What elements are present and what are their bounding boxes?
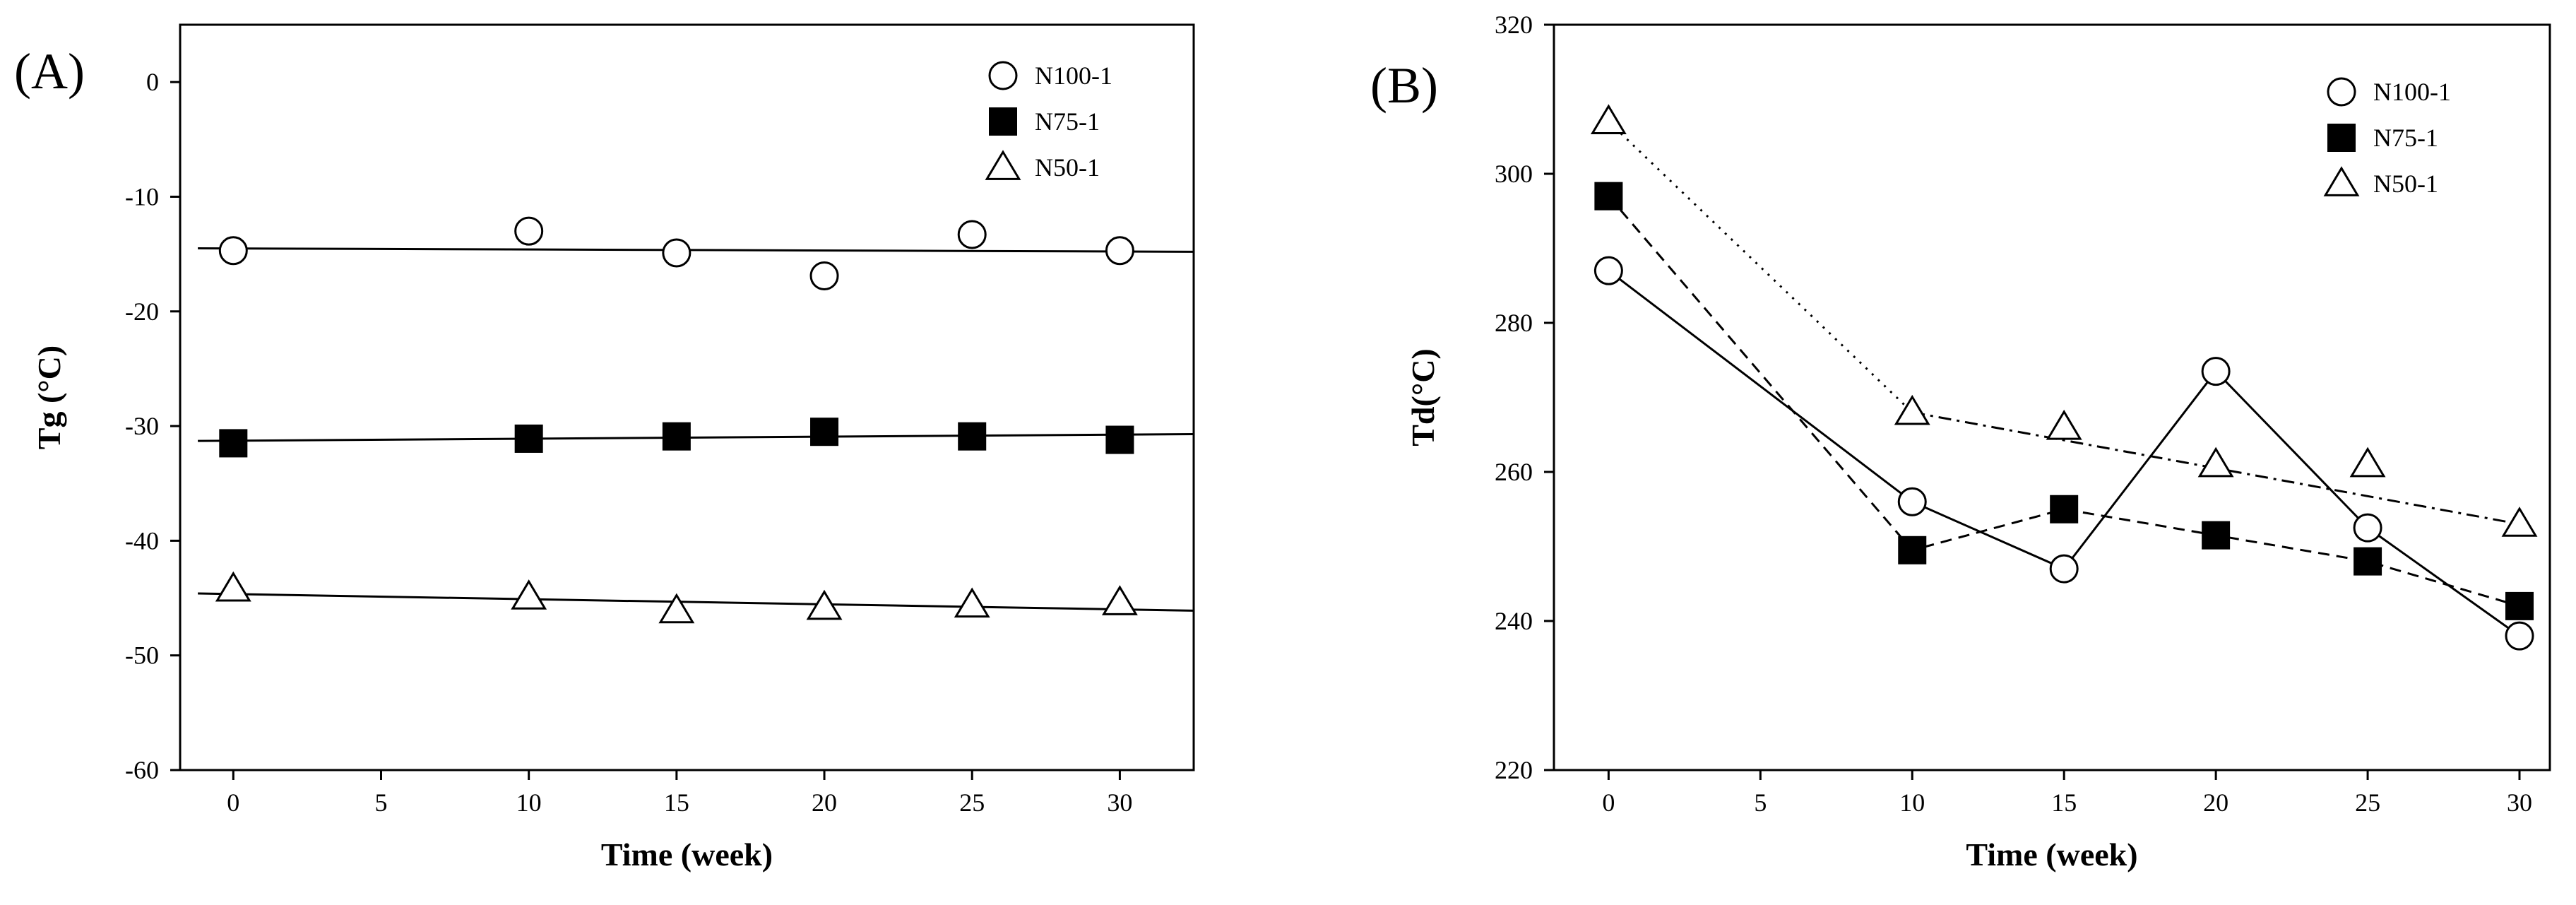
n75-1-point (2505, 591, 2534, 620)
legend-label: N100-1 (1035, 61, 1112, 90)
n75-1-point (958, 422, 987, 451)
n75-1-point (1105, 425, 1134, 454)
y-tick-label: -40 (125, 526, 159, 555)
x-tick-label: 25 (2355, 788, 2380, 817)
x-tick-label: 20 (812, 788, 837, 817)
n100-1-point (809, 261, 839, 290)
panel-label: (B) (1370, 57, 1438, 114)
y-tick-label: -20 (125, 297, 159, 326)
n50-1-point (1101, 585, 1138, 615)
n50-1-point (1590, 104, 1627, 135)
x-tick-label: 10 (1899, 788, 1925, 817)
n75-1-point (2354, 547, 2382, 576)
n100-1-point (1897, 487, 1927, 516)
n75-1-point (514, 424, 543, 453)
legend-marker (988, 61, 1018, 90)
n75-1-series-line (1608, 195, 2520, 608)
y-axis-title: Td(°C) (1405, 348, 1441, 446)
x-tick-label: 15 (664, 788, 689, 817)
x-tick-label: 10 (516, 788, 542, 817)
n100-1-point (2201, 357, 2231, 386)
n50-1-series-line (1911, 411, 2520, 526)
plot-frame (1553, 23, 2551, 771)
n100-1-point (514, 216, 544, 246)
n100-1-point (2049, 554, 2079, 584)
n75-1-point (1898, 536, 1927, 564)
x-tick-label: 20 (2203, 788, 2228, 817)
y-tick-label: -50 (125, 641, 159, 670)
n100-1-point (1593, 256, 1623, 285)
n50-1-point (2501, 507, 2538, 537)
legend-label: N75-1 (2373, 124, 2438, 152)
x-tick-label: 5 (374, 788, 387, 817)
y-tick-label: -10 (125, 182, 159, 211)
panel-label: (A) (14, 43, 85, 100)
y-tick-label: 0 (146, 68, 159, 96)
x-tick-label: 0 (1602, 788, 1615, 817)
n100-1-point (218, 236, 248, 266)
n75-1-point (219, 429, 248, 458)
n75-1-point (662, 422, 691, 451)
x-tick-label: 0 (227, 788, 239, 817)
x-axis-title: Time (week) (1966, 836, 2137, 873)
n75-1-fit-line (198, 432, 1194, 442)
x-tick-label: 30 (1107, 788, 1132, 817)
legend-marker (985, 150, 1021, 180)
n75-1-point (810, 418, 839, 446)
y-tick-label: 320 (1495, 11, 1533, 39)
legend-marker (2327, 77, 2356, 107)
legend-marker (2327, 124, 2356, 152)
n50-1-point (2046, 409, 2082, 440)
n50-1-point (2197, 446, 2234, 478)
y-tick-label: -30 (125, 412, 159, 440)
n50-1-point (806, 589, 843, 620)
n100-1-fit-line (198, 247, 1194, 253)
y-axis-title: Tg (°C) (31, 345, 67, 449)
n100-1-point (957, 220, 987, 249)
n50-1-series-line (1608, 121, 1913, 413)
n50-1-point (511, 579, 547, 610)
n50-1-point (215, 571, 251, 602)
n75-1-point (2202, 521, 2231, 550)
n50-1-fit-line (198, 592, 1194, 612)
n100-1-point (1105, 236, 1134, 266)
y-tick-label: -60 (125, 756, 159, 784)
n100-1-point (662, 238, 692, 268)
n100-1-point (2353, 513, 2382, 543)
x-tick-label: 30 (2507, 788, 2532, 817)
n50-1-point (1894, 394, 1930, 425)
x-tick-label: 5 (1754, 788, 1767, 817)
legend-label: N50-1 (1035, 153, 1100, 182)
x-axis-title: Time (week) (601, 836, 773, 873)
legend-marker (989, 107, 1017, 136)
legend-marker (2323, 166, 2360, 196)
n75-1-point (2050, 495, 2079, 524)
legend-label: N50-1 (2373, 170, 2438, 198)
y-tick-label: 280 (1495, 309, 1533, 337)
plot-frame (179, 23, 1195, 771)
y-tick-label: 220 (1495, 756, 1533, 784)
panel-b: 0 5 10 15 20 25 30 220 240 260 280 300 320 Time (week… (1370, 11, 2551, 873)
n100-1-series-line (1608, 269, 2520, 637)
n100-1-point (2505, 621, 2534, 651)
y-tick-label: 300 (1495, 160, 1533, 188)
n50-1-point (2349, 446, 2386, 478)
x-tick-label: 25 (959, 788, 985, 817)
y-tick-label: 260 (1495, 458, 1533, 486)
x-tick-label: 15 (2051, 788, 2077, 817)
n75-1-point (1594, 182, 1623, 211)
n50-1-point (658, 593, 695, 624)
legend-label: N75-1 (1035, 107, 1100, 136)
panel-a: 0 5 10 15 20 25 30 0 -10 -20 -30 -40 -50 -60 Time (wee… (14, 23, 1195, 873)
y-tick-label: 240 (1495, 607, 1533, 635)
legend-label: N100-1 (2373, 78, 2451, 106)
n50-1-point (954, 587, 990, 618)
